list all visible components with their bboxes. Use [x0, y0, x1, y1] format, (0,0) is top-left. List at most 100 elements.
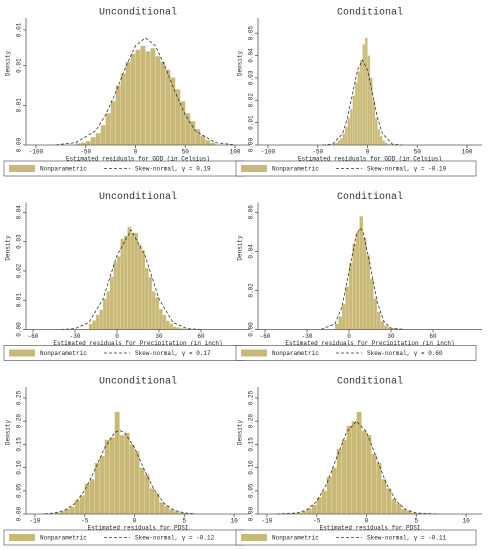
- histogram-bar: [92, 320, 97, 330]
- histogram-bar: [159, 502, 165, 515]
- histogram-bar: [135, 49, 141, 146]
- y-tick-label: 0.01: [16, 58, 23, 73]
- panel-title: Unconditional: [99, 376, 177, 388]
- legend-swatch: [241, 349, 267, 357]
- panel: Conditional 0.00 0.05 0.10 0.15 0.20 0.25 -10 -5…: [235, 376, 482, 546]
- histogram-bar: [354, 82, 358, 146]
- y-tick-label: 0.00: [16, 506, 23, 521]
- y-tick-label: 0.06: [248, 205, 255, 220]
- histogram-bar: [372, 100, 376, 146]
- histogram-bar: [144, 267, 149, 330]
- histogram-bar: [165, 69, 171, 146]
- histogram-bar: [373, 298, 378, 330]
- x-tick-label: 10: [462, 518, 470, 525]
- histogram-bar: [127, 226, 132, 330]
- histogram-bar: [362, 237, 367, 330]
- x-tick-label: 50: [182, 149, 190, 156]
- y-tick-label: 0.01: [16, 293, 23, 308]
- y-tick-label: 0.02: [248, 93, 255, 108]
- histogram-bar: [139, 467, 145, 515]
- histogram-bar: [170, 77, 176, 146]
- histogram-bar: [120, 73, 126, 146]
- legend-swatch: [9, 165, 35, 172]
- y-tick-label: 0.04: [248, 48, 255, 63]
- histogram-bar: [102, 298, 107, 330]
- histogram-bar: [380, 321, 385, 330]
- x-tick-label: 30: [155, 333, 163, 340]
- histogram-bar: [347, 118, 351, 146]
- x-tick-label: 0: [365, 518, 369, 525]
- histogram-bar: [123, 235, 128, 330]
- histogram-bar: [351, 421, 357, 515]
- histogram-bar: [352, 243, 357, 330]
- density-curve: [322, 59, 403, 146]
- x-tick-label: 0: [115, 333, 119, 340]
- x-axis-label: Estimated residuals for Precipitation (i…: [285, 340, 454, 347]
- histogram-bar: [311, 504, 317, 515]
- histogram-bar: [367, 55, 371, 146]
- histogram-bar: [85, 140, 91, 146]
- y-tick-label: 0.00: [248, 322, 255, 337]
- x-tick-label: -100: [29, 149, 44, 156]
- histogram-bar: [341, 303, 346, 330]
- x-tick-label: -30: [70, 333, 81, 340]
- panel: Unconditional 0.00 0.01 0.02 0.03 0.04 -60 -30 0…: [3, 191, 250, 361]
- panel: Unconditional 0.00 0.05 0.10 0.15 0.20 0.25 -10…: [3, 376, 250, 546]
- y-tick-label: 0.04: [16, 205, 23, 220]
- histogram-bar: [383, 325, 388, 330]
- histogram-bar: [89, 479, 95, 515]
- legend-label: Nonparametric: [40, 166, 87, 173]
- histogram-bar: [386, 488, 392, 515]
- x-tick-label: -30: [302, 333, 313, 340]
- legend-swatch: [241, 534, 267, 541]
- y-axis-label: Density: [237, 51, 244, 77]
- x-axis-label: Estimated residuals for GDD (in Celsius): [298, 156, 442, 163]
- histogram-bar: [359, 216, 364, 330]
- histogram-bar: [110, 101, 116, 146]
- histogram-bar: [359, 59, 363, 146]
- histogram-bar: [145, 51, 151, 146]
- histogram-bar: [165, 320, 170, 330]
- histogram-bar: [119, 434, 125, 515]
- legend-label: Nonparametric: [272, 535, 319, 542]
- panel-title: Conditional: [337, 191, 403, 203]
- histogram-bar: [140, 45, 146, 146]
- histogram-bar: [357, 71, 361, 146]
- y-tick-label: 0.04: [248, 244, 255, 259]
- histogram-bar: [355, 231, 360, 330]
- panel-title: Unconditional: [99, 7, 177, 19]
- x-tick-label: 0: [134, 149, 138, 156]
- x-tick-label: 5: [414, 518, 418, 525]
- y-tick-label: 0.20: [16, 414, 23, 429]
- density-curve: [44, 430, 195, 515]
- histogram-bar: [114, 411, 120, 515]
- x-tick-label: -5: [313, 518, 321, 525]
- legend-label: Nonparametric: [272, 166, 319, 173]
- histogram-bar: [180, 101, 186, 146]
- legend-swatch: [9, 349, 35, 357]
- histogram-bar: [113, 261, 118, 330]
- legend-label: Skew-normal, γ = 0.60: [367, 350, 443, 357]
- legend-label: Skew-normal, γ = 0.19: [135, 166, 211, 173]
- x-tick-label: -10: [262, 518, 273, 525]
- x-tick-label: 5: [182, 518, 186, 525]
- y-tick-label: 0.00: [16, 137, 23, 152]
- histogram-bar: [115, 85, 121, 146]
- histogram-bar: [391, 498, 397, 515]
- density-curve: [55, 37, 236, 146]
- y-tick-label: 0.20: [248, 414, 255, 429]
- histogram-bar: [376, 462, 382, 515]
- y-tick-label: 0.10: [16, 460, 23, 475]
- panel: Conditional 0.00 0.01 0.02 0.03 0.04 0.05 -100 -…: [235, 7, 482, 177]
- x-tick-label: -10: [30, 518, 41, 525]
- x-tick-label: 0: [366, 149, 370, 156]
- y-tick-label: 0.15: [16, 437, 23, 452]
- histogram-bar: [155, 297, 160, 330]
- density-curve: [320, 227, 406, 330]
- histogram-bar: [366, 434, 372, 515]
- histogram-bar: [349, 109, 353, 146]
- x-tick-label: 100: [462, 149, 473, 156]
- histogram-bar: [382, 140, 386, 146]
- histogram-bar: [94, 462, 100, 515]
